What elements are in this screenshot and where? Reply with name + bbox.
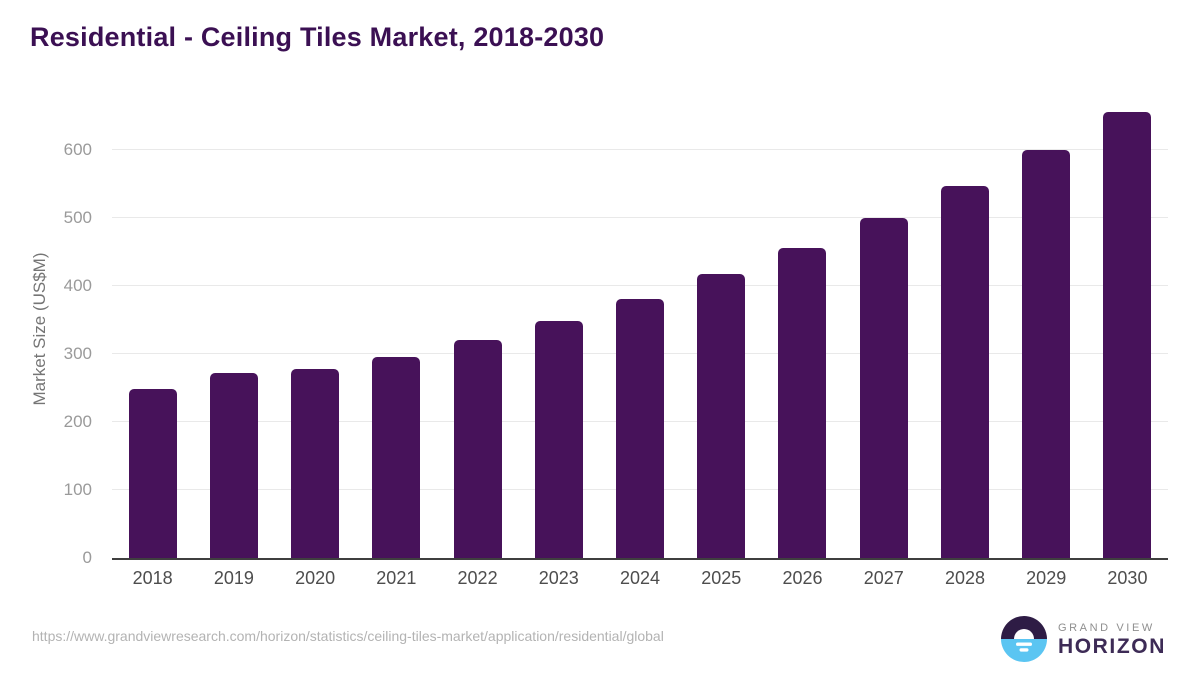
bar-2023	[534, 320, 583, 558]
bar-2027	[859, 218, 908, 558]
x-tick-label-2018: 2018	[132, 568, 173, 588]
x-tick-label-2025: 2025	[701, 568, 742, 588]
y-tick-label: 400	[63, 275, 92, 295]
x-tick-label-2030: 2030	[1107, 568, 1148, 588]
bar-2030	[1103, 112, 1152, 558]
bar-slot-2029	[1006, 100, 1087, 558]
x-tick-label-2022: 2022	[457, 568, 498, 588]
bar-slot-2021	[356, 100, 437, 558]
x-tick-label-2019: 2019	[213, 568, 254, 588]
x-tick-label-2023: 2023	[538, 568, 579, 588]
bar-series	[112, 100, 1168, 558]
bar-2024	[616, 298, 665, 558]
bar-slot-2022	[437, 100, 518, 558]
bar-slot-2024	[599, 100, 680, 558]
x-tick-label-2028: 2028	[944, 568, 985, 588]
bar-slot-2023	[518, 100, 599, 558]
x-axis-tick-labels: 2018 2019 2020 2021 2022 2023 2024 2025 2026 2027…	[112, 568, 1168, 589]
bar-slot-2026	[762, 100, 843, 558]
bar-2021	[372, 356, 421, 558]
bar-2026	[778, 248, 827, 558]
brand-name-bottom: HORIZON	[1057, 634, 1166, 658]
y-tick-label: 200	[63, 411, 92, 431]
brand-logo: GRAND VIEW HORIZON	[1000, 616, 1166, 662]
plot-area	[112, 100, 1168, 560]
y-tick-label: 100	[63, 479, 92, 499]
gridline	[112, 148, 1168, 150]
bar-slot-2030	[1087, 100, 1168, 558]
brand-logo-text: GRAND VIEW HORIZON	[1058, 622, 1166, 657]
bar-2028	[940, 185, 989, 558]
source-url: https://www.grandviewresearch.com/horizo…	[32, 628, 664, 644]
bar-slot-2028	[924, 100, 1005, 558]
y-axis-tick-labels: 0 100 200 300 400 500 600	[0, 100, 104, 566]
gridline	[112, 284, 1168, 286]
bar-2019	[209, 372, 258, 558]
x-tick-label-2029: 2029	[1026, 568, 1067, 588]
bar-slot-2018	[112, 100, 193, 558]
bar-2029	[1022, 150, 1071, 558]
bar-2022	[453, 339, 502, 558]
gridline	[112, 216, 1168, 218]
y-tick-label: 600	[63, 139, 92, 159]
y-tick-label: 0	[82, 548, 92, 567]
chart-title: Residential - Ceiling Tiles Market, 2018…	[30, 22, 605, 52]
bar-slot-2027	[843, 100, 924, 558]
y-tick-label: 300	[63, 343, 92, 363]
horizon-logo-icon	[1000, 616, 1047, 662]
bar-2020	[291, 368, 340, 558]
x-tick-label-2021: 2021	[376, 568, 417, 588]
bar-2018	[128, 388, 177, 558]
x-tick-label-2027: 2027	[863, 568, 904, 588]
bar-slot-2019	[193, 100, 274, 558]
y-tick-label: 500	[63, 207, 92, 227]
x-tick-label-2026: 2026	[782, 568, 823, 588]
x-tick-label-2024: 2024	[620, 568, 661, 588]
bar-slot-2020	[274, 100, 355, 558]
x-tick-label-2020: 2020	[295, 568, 336, 588]
brand-name-top: GRAND VIEW	[1057, 621, 1155, 634]
bar-slot-2025	[681, 100, 762, 558]
bar-2025	[697, 274, 746, 558]
